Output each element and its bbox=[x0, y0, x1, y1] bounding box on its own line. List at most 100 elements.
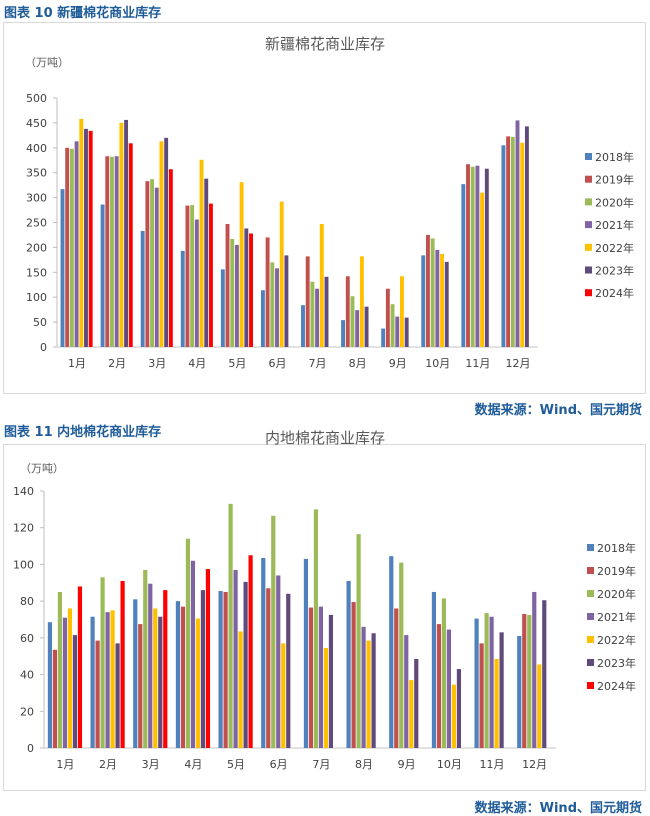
chart-1-bar-2019年-9月 bbox=[385, 288, 390, 347]
chart-2-x-tick-label: 9月 bbox=[398, 758, 416, 771]
chart-1-bar-2018年-7月 bbox=[301, 305, 305, 347]
chart-2-bar-2022年-10月 bbox=[451, 684, 457, 748]
chart-1-bar-2018年-9月 bbox=[381, 328, 386, 347]
chart-1-bar-2018年-12月 bbox=[501, 145, 506, 347]
chart-1-x-tick-label: 1月 bbox=[68, 357, 86, 370]
chart-1-bar-2019年-2月 bbox=[105, 156, 110, 347]
chart-2-legend-label: 2018年 bbox=[597, 541, 636, 555]
chart-1-y-tick-label: 0 bbox=[40, 341, 47, 354]
chart-1-y-tick-label: 300 bbox=[26, 192, 47, 205]
chart-2-bar-2023年-3月 bbox=[158, 616, 163, 748]
chart-1-bar-2020年-4月 bbox=[190, 205, 195, 347]
chart-2-bar-2019年-7月 bbox=[308, 607, 314, 748]
chart-2-legend-swatch bbox=[587, 544, 594, 551]
chart-2-bar-2018年-1月 bbox=[47, 622, 53, 748]
chart-1-y-tick-label: 50 bbox=[33, 316, 47, 329]
chart-1-bar-2023年-11月 bbox=[484, 168, 489, 347]
chart-2-bar-2020年-6月 bbox=[271, 515, 276, 748]
chart-2-bar-2022年-4月 bbox=[195, 618, 201, 748]
chart-2-bar-2024年-3月 bbox=[163, 590, 168, 748]
chart-2-bar-2020年-9月 bbox=[399, 562, 404, 748]
chart-2-x-tick-label: 7月 bbox=[312, 758, 330, 771]
chart-2-y-tick-label: 40 bbox=[20, 669, 34, 682]
figure-11-label: 图表 11 内地棉花商业库存 bbox=[4, 425, 162, 440]
chart-2-bar-2018年-3月 bbox=[133, 599, 138, 748]
chart-1-legend-label: 2021年 bbox=[595, 218, 634, 232]
chart-1-bar-2022年-6月 bbox=[279, 201, 284, 347]
chart-2-x-tick-label: 1月 bbox=[56, 758, 74, 771]
chart-1-bar-2020年-1月 bbox=[69, 148, 74, 347]
chart-1-bar-2023年-2月 bbox=[124, 119, 129, 347]
chart-1-bar-2024年-1月 bbox=[88, 130, 93, 347]
chart-2-bar-2018年-11月 bbox=[474, 618, 479, 748]
chart-1-bar-2023年-3月 bbox=[164, 137, 169, 347]
chart-2-bar-2024年-4月 bbox=[205, 569, 211, 748]
chart-2-bar-2022年-12月 bbox=[537, 664, 542, 748]
chart-1-bar-2021年-5月 bbox=[234, 244, 239, 347]
chart-2-bar-2021年-1月 bbox=[62, 617, 68, 748]
chart-2-bar-2019年-4月 bbox=[180, 606, 186, 748]
chart-1-bar-2023年-6月 bbox=[284, 255, 289, 347]
chart-1-bar-2020年-7月 bbox=[310, 281, 315, 347]
chart-1-bar-2021年-8月 bbox=[355, 310, 360, 347]
chart-1-bar-2024年-2月 bbox=[128, 143, 133, 347]
figure-10-label: 图表 10 新疆棉花商业库存 bbox=[4, 6, 162, 21]
chart-1-y-tick-label: 100 bbox=[26, 291, 47, 304]
chart-2-x-tick-label: 6月 bbox=[270, 758, 288, 771]
chart-2-legend-label: 2024年 bbox=[597, 679, 636, 693]
chart-2-bar-2018年-10月 bbox=[431, 591, 437, 748]
chart-1-bar-2019年-11月 bbox=[466, 164, 470, 347]
chart-1-bar-2021年-12月 bbox=[515, 120, 520, 347]
chart-2-legend-swatch bbox=[587, 659, 594, 666]
chart-1-x-tick-label: 8月 bbox=[349, 357, 367, 370]
chart-2-bar-2018年-8月 bbox=[346, 580, 351, 748]
chart-2-legend-label: 2022年 bbox=[597, 633, 636, 647]
chart-2-bar-2020年-11月 bbox=[484, 613, 489, 748]
chart-2-bar-2020年-12月 bbox=[527, 614, 532, 748]
chart-1-bar-2023年-8月 bbox=[364, 306, 369, 347]
chart-2-bar-2021年-9月 bbox=[404, 635, 409, 748]
chart-1-legend-label: 2019年 bbox=[595, 173, 634, 187]
chart-2-bar-2024年-2月 bbox=[120, 580, 125, 748]
chart-1-bar-2022年-7月 bbox=[319, 223, 324, 347]
chart-2-bar-2021年-6月 bbox=[276, 575, 281, 748]
chart-1-bar-2018年-1月 bbox=[60, 189, 65, 347]
chart-2-y-tick-label: 140 bbox=[13, 485, 34, 498]
chart-2-x-tick-label: 4月 bbox=[184, 758, 202, 771]
chart-1-x-tick-label: 4月 bbox=[188, 357, 206, 370]
chart-2-bar-2021年-4月 bbox=[190, 560, 196, 748]
chart-1-y-tick-label: 250 bbox=[26, 217, 47, 230]
chart-1-x-tick-label: 10月 bbox=[425, 357, 450, 370]
chart-1-bar-2020年-11月 bbox=[470, 166, 475, 347]
chart-1-y-tick-label: 350 bbox=[26, 167, 47, 180]
chart-2-bar-2021年-8月 bbox=[361, 626, 366, 748]
chart-2-legend-swatch bbox=[587, 613, 594, 620]
chart-1-bar-2021年-7月 bbox=[315, 288, 320, 347]
chart-1-bar-2020年-2月 bbox=[110, 156, 114, 347]
chart-1-bar-2020年-8月 bbox=[350, 296, 355, 347]
chart-2-bar-2024年-5月 bbox=[248, 555, 253, 748]
chart-2-x-tick-label: 5月 bbox=[227, 758, 245, 771]
chart-1-bar-2022年-11月 bbox=[480, 192, 485, 347]
chart-1-legend-swatch bbox=[585, 289, 592, 297]
chart-2-bar-2019年-2月 bbox=[95, 640, 100, 748]
chart-1-bar-2021年-9月 bbox=[395, 316, 400, 347]
chart-1-x-tick-label: 6月 bbox=[268, 357, 286, 370]
chart-2-bar-2018年-2月 bbox=[90, 616, 95, 748]
chart-2-x-tick-label: 2月 bbox=[99, 758, 117, 771]
chart-2-bar-2023年-11月 bbox=[499, 632, 504, 748]
chart-1-bar-2021年-1月 bbox=[74, 141, 79, 347]
chart-2-bar-2018年-4月 bbox=[175, 601, 181, 748]
chart-2-bar-2024年-1月 bbox=[77, 586, 83, 748]
chart-2-bar-2021年-10月 bbox=[446, 629, 452, 748]
chart-2-y-tick-label: 0 bbox=[27, 742, 34, 755]
chart-1-legend-label: 2018年 bbox=[595, 150, 634, 164]
chart-2-bar-2020年-7月 bbox=[313, 509, 319, 748]
chart-1-bar-2022年-1月 bbox=[79, 118, 84, 347]
chart-1-unit-label: （万吨） bbox=[25, 56, 69, 69]
chart-2-bar-2019年-1月 bbox=[52, 649, 58, 748]
chart-2-bar-2022年-1月 bbox=[67, 608, 73, 748]
chart-1-bar-2022年-4月 bbox=[199, 159, 204, 347]
chart-2-legend-swatch bbox=[587, 682, 594, 689]
